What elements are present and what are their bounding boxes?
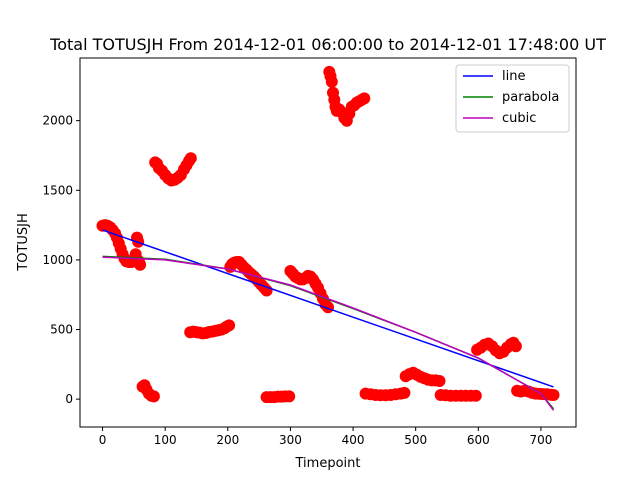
x-tick-label: 500	[404, 433, 427, 447]
legend-label-line: line	[502, 69, 525, 84]
scatter-point	[358, 92, 371, 105]
scatter-point	[147, 390, 160, 403]
x-axis-label: Timepoint	[295, 456, 361, 471]
legend-label-cubic: cubic	[502, 111, 536, 126]
legend-label-parabola: parabola	[502, 90, 559, 105]
x-axis: 0 100 200 300 400 500 600 700	[99, 427, 552, 447]
scatter-point	[134, 258, 147, 271]
scatter-point	[433, 375, 446, 387]
scatter-point	[398, 386, 411, 399]
scatter-point	[283, 390, 296, 403]
legend: line parabola cubic	[455, 64, 570, 133]
x-tick-label: 600	[467, 433, 490, 447]
y-tick-label: 1000	[42, 253, 73, 267]
chart-title: Total TOTUSJH From 2014-12-01 06:00:00 t…	[49, 35, 606, 54]
scatter-point	[509, 340, 522, 353]
y-tick-label: 1500	[42, 183, 73, 197]
y-tick-label: 2000	[42, 114, 73, 128]
x-tick-label: 0	[99, 433, 107, 447]
y-tick-label: 0	[65, 392, 73, 406]
x-tick-label: 700	[529, 433, 552, 447]
y-axis: 0 500 1000 1500 2000	[42, 114, 80, 406]
series-line-cubic	[102, 256, 555, 411]
x-tick-label: 200	[216, 433, 239, 447]
x-tick-label: 100	[154, 433, 177, 447]
scatter-point	[547, 389, 560, 401]
y-axis-label: TOTUSJH	[16, 213, 31, 272]
y-tick-label: 500	[50, 323, 73, 337]
scatter-point	[469, 389, 482, 402]
axes-frame	[79, 57, 577, 428]
scatter-point	[223, 319, 236, 332]
series-line-parabola	[102, 255, 555, 410]
plot-area	[96, 65, 560, 411]
x-tick-label: 300	[279, 433, 302, 447]
legend-box	[455, 64, 570, 133]
scatter-point	[325, 75, 338, 88]
x-tick-label: 400	[342, 433, 365, 447]
scatter-point	[184, 152, 197, 165]
series-line-line	[102, 229, 554, 388]
